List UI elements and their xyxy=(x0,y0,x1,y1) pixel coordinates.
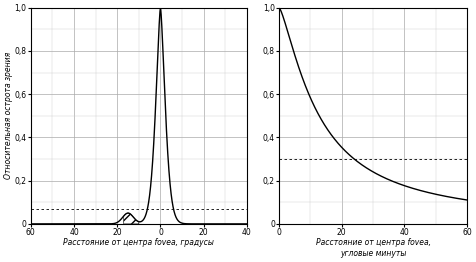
Y-axis label: Относительная острота зрения: Относительная острота зрения xyxy=(4,52,13,179)
X-axis label: Расстояние от центра fovea, градусы: Расстояние от центра fovea, градусы xyxy=(63,238,214,247)
X-axis label: Расстояние от центра fovea,
угловые минуты: Расстояние от центра fovea, угловые мину… xyxy=(316,238,431,258)
